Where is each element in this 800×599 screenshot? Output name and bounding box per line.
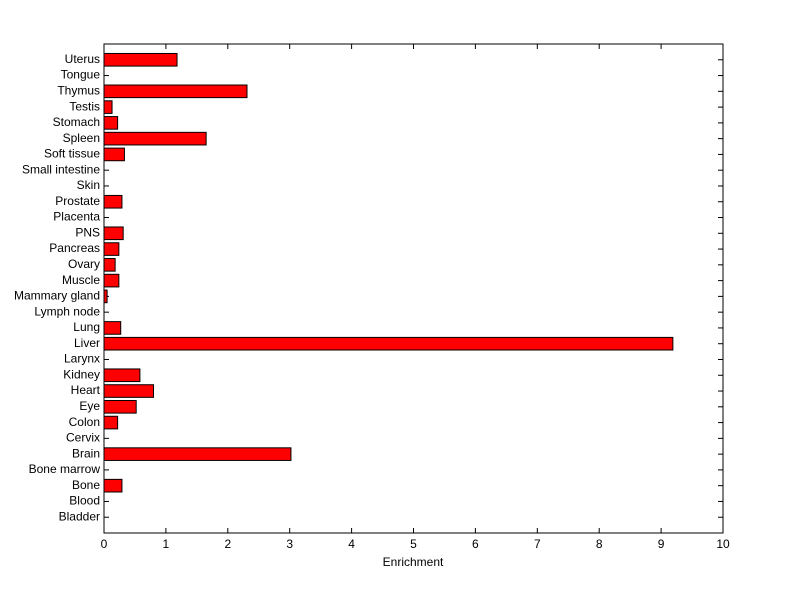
y-tick-label: Eye (79, 399, 100, 413)
y-tick-label: Brain (72, 446, 100, 460)
bar (103, 84, 248, 99)
y-tick-label: Kidney (63, 367, 100, 381)
y-tick-label: Ovary (68, 257, 100, 271)
x-tick-label: 10 (716, 537, 730, 551)
y-tick-label: Stomach (53, 115, 100, 129)
bar (103, 447, 292, 461)
bar (103, 336, 674, 351)
y-tick-label: PNS (75, 225, 100, 239)
bar (103, 384, 155, 398)
bar (103, 478, 123, 493)
x-tick-label: 1 (163, 537, 170, 551)
x-tick-label: 4 (348, 537, 355, 551)
y-tick-label: Tongue (61, 68, 101, 82)
x-tick-label: 8 (596, 537, 603, 551)
x-axis-label: Enrichment (383, 555, 444, 569)
bar (103, 194, 123, 209)
y-tick-label: Bone marrow (29, 462, 101, 476)
bar (103, 399, 137, 414)
bar (103, 242, 120, 256)
x-tick-label: 0 (101, 537, 108, 551)
x-tick-label: 3 (286, 537, 293, 551)
y-tick-label: Prostate (55, 194, 100, 208)
bar (103, 131, 207, 146)
y-tick-label: Blood (69, 494, 100, 508)
bar (103, 321, 122, 335)
x-tick-label: 5 (410, 537, 417, 551)
y-tick-label: Bone (72, 478, 100, 492)
y-tick-label: Muscle (62, 273, 100, 287)
bar (103, 226, 124, 241)
y-tick-label: Spleen (63, 131, 100, 145)
y-tick-label: Uterus (65, 52, 100, 66)
x-tick-label: 7 (534, 537, 541, 551)
y-tick-label: Lung (73, 320, 100, 334)
y-tick-label: Thymus (57, 83, 100, 97)
bar (103, 273, 120, 288)
bar (103, 116, 119, 130)
bar (103, 100, 113, 114)
y-tick-label: Small intestine (22, 162, 100, 176)
y-tick-label: Placenta (53, 210, 100, 224)
y-tick-label: Larynx (64, 352, 100, 366)
bar (103, 52, 178, 67)
x-tick-label: 2 (224, 537, 231, 551)
y-tick-label: Mammary gland (14, 289, 100, 303)
bar (103, 368, 141, 383)
y-tick-label: Colon (69, 415, 100, 429)
y-tick-label: Heart (71, 383, 101, 397)
bar (103, 415, 119, 430)
y-tick-label: Bladder (59, 509, 100, 523)
y-tick-label: Soft tissue (44, 147, 100, 161)
y-tick-label: Liver (74, 336, 100, 350)
x-tick-label: 9 (658, 537, 665, 551)
bar (103, 147, 125, 162)
y-tick-label: Lymph node (34, 304, 100, 318)
bar (103, 258, 116, 272)
y-tick-label: Cervix (66, 431, 100, 445)
y-tick-label: Skin (77, 178, 100, 192)
bar (103, 289, 108, 304)
x-tick-label: 6 (472, 537, 479, 551)
y-tick-label: Testis (69, 99, 100, 113)
y-tick-label: Pancreas (49, 241, 100, 255)
